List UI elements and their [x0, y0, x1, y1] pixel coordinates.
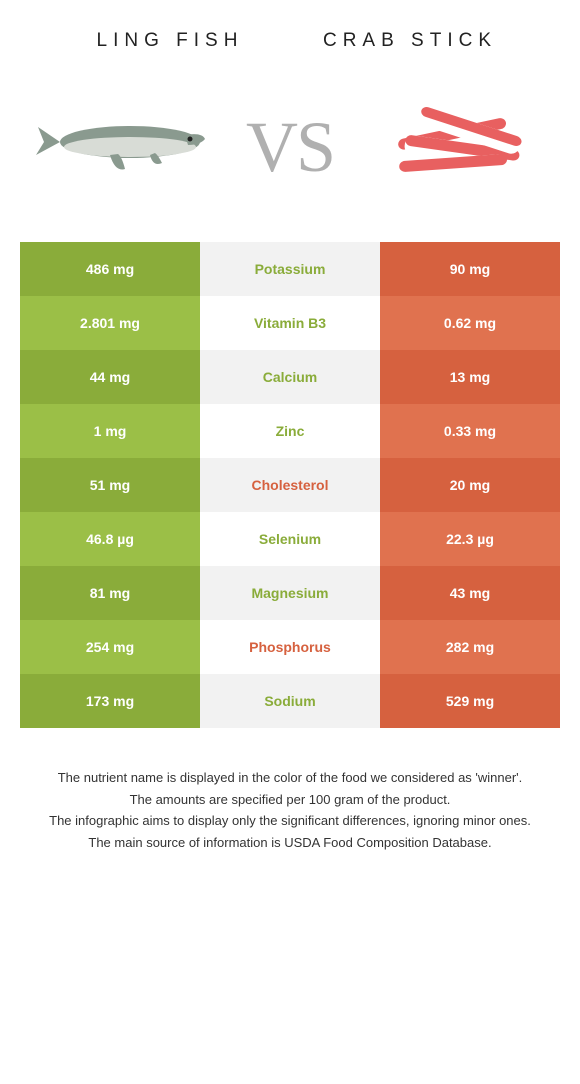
table-row: 44 mgCalcium13 mg: [20, 350, 560, 404]
comparison-table: 486 mgPotassium90 mg2.801 mgVitamin B30.…: [20, 242, 560, 728]
table-row: 2.801 mgVitamin B30.62 mg: [20, 296, 560, 350]
value-left: 1 mg: [20, 404, 200, 458]
footer-line: The main source of information is USDA F…: [20, 833, 560, 853]
value-left: 2.801 mg: [20, 296, 200, 350]
vs-label: VS: [246, 106, 334, 189]
value-right: 43 mg: [380, 566, 560, 620]
value-left: 486 mg: [20, 242, 200, 296]
nutrient-label: Calcium: [200, 350, 380, 404]
hero-row: VS: [0, 72, 580, 242]
footer-line: The nutrient name is displayed in the co…: [20, 768, 560, 788]
footer-line: The amounts are specified per 100 gram o…: [20, 790, 560, 810]
value-left: 46.8 µg: [20, 512, 200, 566]
value-left: 254 mg: [20, 620, 200, 674]
value-right: 0.62 mg: [380, 296, 560, 350]
nutrient-label: Cholesterol: [200, 458, 380, 512]
value-right: 22.3 µg: [380, 512, 560, 566]
value-right: 90 mg: [380, 242, 560, 296]
value-right: 529 mg: [380, 674, 560, 728]
nutrient-label: Zinc: [200, 404, 380, 458]
value-left: 81 mg: [20, 566, 200, 620]
value-right: 0.33 mg: [380, 404, 560, 458]
footer-line: The infographic aims to display only the…: [20, 811, 560, 831]
table-row: 486 mgPotassium90 mg: [20, 242, 560, 296]
table-row: 1 mgZinc0.33 mg: [20, 404, 560, 458]
nutrient-label: Sodium: [200, 674, 380, 728]
value-left: 173 mg: [20, 674, 200, 728]
crab-stick-image: [370, 82, 550, 212]
nutrient-label: Potassium: [200, 242, 380, 296]
nutrient-label: Vitamin B3: [200, 296, 380, 350]
value-right: 282 mg: [380, 620, 560, 674]
value-right: 20 mg: [380, 458, 560, 512]
nutrient-label: Magnesium: [200, 566, 380, 620]
ling-fish-image: [30, 82, 210, 212]
value-left: 51 mg: [20, 458, 200, 512]
table-row: 81 mgMagnesium43 mg: [20, 566, 560, 620]
footer-notes: The nutrient name is displayed in the co…: [0, 728, 580, 874]
nutrient-label: Selenium: [200, 512, 380, 566]
title-left: Ling fish: [50, 30, 290, 52]
table-row: 51 mgCholesterol20 mg: [20, 458, 560, 512]
nutrient-label: Phosphorus: [200, 620, 380, 674]
table-row: 173 mgSodium529 mg: [20, 674, 560, 728]
value-right: 13 mg: [380, 350, 560, 404]
value-left: 44 mg: [20, 350, 200, 404]
header-titles: Ling fish Crab stick: [0, 0, 580, 72]
table-row: 46.8 µgSelenium22.3 µg: [20, 512, 560, 566]
table-row: 254 mgPhosphorus282 mg: [20, 620, 560, 674]
title-right: Crab stick: [290, 30, 530, 52]
